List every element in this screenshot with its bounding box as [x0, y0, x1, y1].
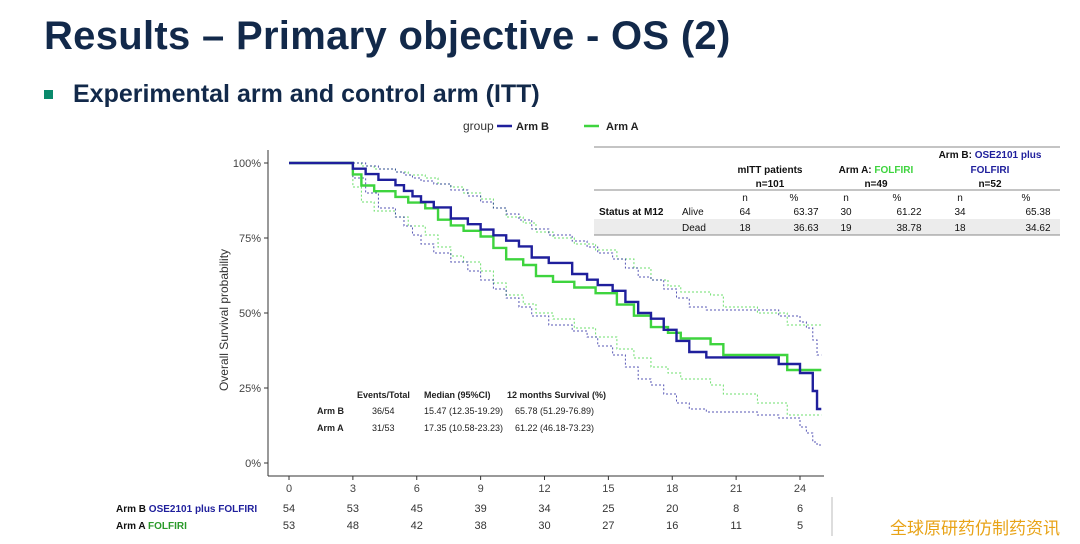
- summary-median: 15.47 (12.35-19.29): [424, 406, 503, 416]
- risk-count: 27: [602, 520, 614, 532]
- risk-count: 34: [538, 503, 550, 515]
- survival-curve-arm-b: [289, 161, 822, 411]
- status-cell: 63.37: [793, 207, 818, 218]
- status-row-dead: Dead: [682, 223, 706, 234]
- risk-count: 20: [666, 503, 678, 515]
- legend-title: group: [463, 119, 494, 133]
- slide-title: Results – Primary objective - OS (2): [44, 14, 731, 58]
- legend-label-arm-b: Arm B: [516, 121, 549, 133]
- x-tick-label: 9: [478, 483, 484, 495]
- status-subheader: %: [790, 193, 799, 204]
- risk-count: 42: [411, 520, 423, 532]
- x-tick-label: 3: [350, 483, 356, 495]
- risk-count: 5: [797, 520, 803, 532]
- summary-header: Median (95%CI): [424, 390, 491, 400]
- y-tick-label: 100%: [233, 158, 261, 170]
- status-cell: 19: [840, 223, 852, 234]
- status-col-arm-b-n: n=52: [978, 179, 1002, 190]
- status-col-arm-a-n: n=49: [864, 179, 888, 190]
- x-tick-label: 12: [538, 483, 550, 495]
- summary-survival: 61.22 (46.18-73.23): [515, 423, 594, 433]
- watermark: 全球原研药仿制药资讯: [890, 519, 1060, 539]
- subtitle-row: Experimental arm and control arm (ITT): [44, 80, 540, 109]
- x-tick-label: 24: [794, 483, 806, 495]
- risk-count: 53: [283, 520, 295, 532]
- ci-lower-arm-a: [289, 162, 822, 416]
- y-tick-label: 75%: [239, 233, 261, 245]
- status-cell: 61.22: [896, 207, 921, 218]
- x-tick-label: 6: [414, 483, 420, 495]
- summary-header: Events/Total: [357, 390, 410, 400]
- status-cell: 38.78: [896, 223, 921, 234]
- summary-events: 31/53: [372, 423, 395, 433]
- risk-row-label: Arm B OSE2101 plus FOLFIRI: [116, 504, 257, 515]
- status-col-mitt: mITT patients: [737, 165, 802, 176]
- x-tick-label: 15: [602, 483, 614, 495]
- risk-count: 25: [602, 503, 614, 515]
- status-subheader: %: [1022, 193, 1031, 204]
- summary-median: 17.35 (10.58-23.23): [424, 423, 503, 433]
- summary-header: 12 months Survival (%): [507, 390, 606, 400]
- square-bullet-icon: [44, 90, 53, 100]
- status-cell: 18: [954, 223, 966, 234]
- status-subheader: n: [742, 193, 748, 204]
- ci-lower-arm-b: [289, 162, 822, 446]
- status-cell: 34.62: [1025, 223, 1050, 234]
- survival-curve-arm-a: [289, 161, 822, 372]
- summary-survival: 65.78 (51.29-76.89): [515, 406, 594, 416]
- x-tick-label: 18: [666, 483, 678, 495]
- risk-count: 48: [347, 520, 359, 532]
- y-tick-label: 50%: [239, 308, 261, 320]
- status-col-arm-b: Arm B: OSE2101 plus: [939, 150, 1042, 161]
- risk-count: 38: [475, 520, 487, 532]
- y-tick-label: 0%: [245, 458, 261, 470]
- status-cell: 65.38: [1025, 207, 1050, 218]
- status-cell: 64: [739, 207, 751, 218]
- status-row-label: Status at M12: [599, 207, 664, 218]
- risk-count: 16: [666, 520, 678, 532]
- risk-count: 8: [733, 503, 739, 515]
- risk-count: 11: [730, 520, 741, 532]
- status-col-arm-b-drug: FOLFIRI: [971, 165, 1010, 176]
- y-axis-title: Overall Survival probability: [217, 249, 231, 391]
- status-row-alive: Alive: [682, 207, 704, 218]
- status-cell: 36.63: [793, 223, 818, 234]
- legend-label-arm-a: Arm A: [606, 121, 639, 133]
- status-cell: 18: [739, 223, 751, 234]
- risk-count: 53: [347, 503, 359, 515]
- status-table-dead-shade: [594, 219, 1060, 235]
- slide-subtitle: Experimental arm and control arm (ITT): [73, 80, 540, 108]
- ci-upper-arm-b: [289, 162, 822, 356]
- summary-row-label: Arm A: [317, 423, 344, 433]
- risk-count: 6: [797, 503, 803, 515]
- x-tick-label: 0: [286, 483, 292, 495]
- status-col-mitt-n: n=101: [756, 179, 785, 190]
- risk-count: 45: [411, 503, 423, 515]
- x-tick-label: 21: [730, 483, 742, 495]
- summary-events: 36/54: [372, 406, 395, 416]
- status-col-arm-a: Arm A: FOLFIRI: [839, 165, 914, 176]
- risk-count: 30: [538, 520, 550, 532]
- status-subheader: n: [957, 193, 963, 204]
- summary-row-label: Arm B: [317, 406, 345, 416]
- risk-row-label: Arm A FOLFIRI: [116, 521, 187, 532]
- risk-count: 54: [283, 503, 295, 515]
- status-subheader: n: [843, 193, 849, 204]
- risk-count: 39: [475, 503, 487, 515]
- status-cell: 30: [840, 207, 852, 218]
- status-cell: 34: [954, 207, 966, 218]
- status-subheader: %: [893, 193, 902, 204]
- y-tick-label: 25%: [239, 383, 261, 395]
